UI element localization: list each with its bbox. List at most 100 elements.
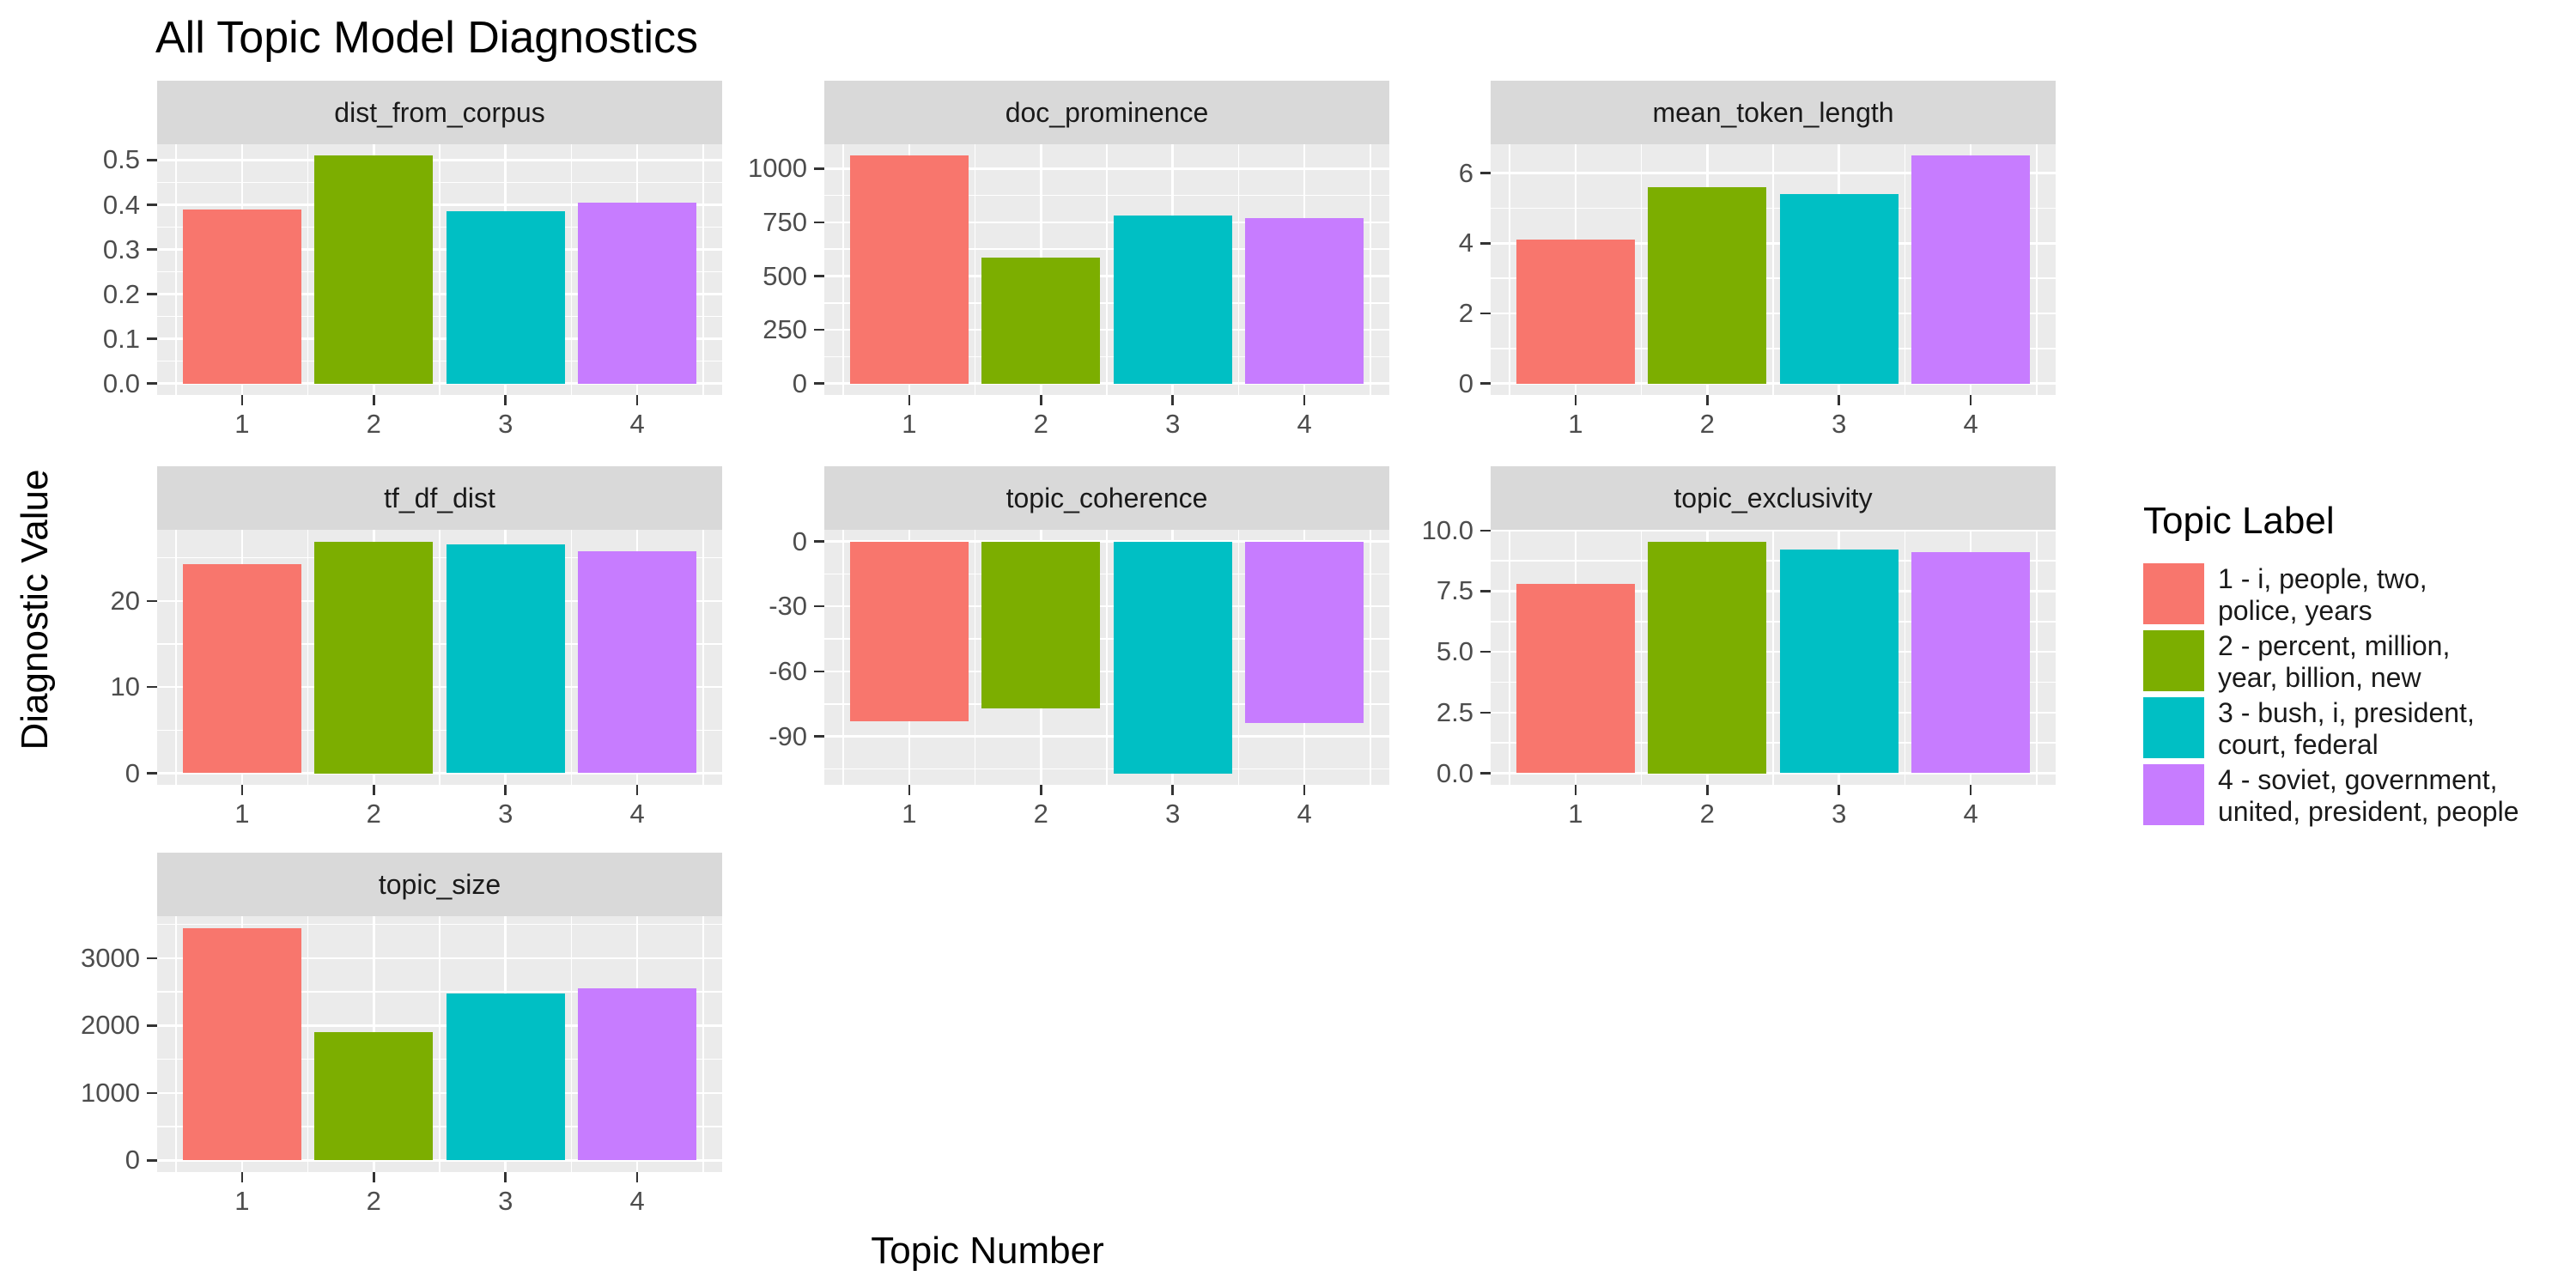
minor-gridline [570, 530, 573, 785]
y-tick-label: 0.5 [102, 144, 140, 175]
major-gridline [157, 204, 722, 206]
x-tick-mark [1838, 785, 1840, 795]
minor-gridline [842, 530, 844, 785]
minor-gridline [439, 916, 440, 1172]
y-tick-label: 0 [792, 526, 807, 556]
y-tick-mark [1480, 172, 1491, 174]
bar-topic-3 [1779, 550, 1899, 774]
y-tick-label: 0 [792, 368, 807, 398]
x-tick-label: 2 [366, 409, 381, 439]
bar-topic-4 [1911, 552, 2031, 774]
y-tick-label: 0.0 [102, 368, 140, 398]
y-tick-label: 250 [762, 314, 807, 345]
y-tick-label: 0.0 [1436, 757, 1473, 788]
y-tick-label: 2000 [81, 1010, 140, 1041]
legend: Topic Label 1 - i, people, two, police, y… [2143, 500, 2518, 831]
minor-gridline [1904, 144, 1906, 395]
bar-topic-2 [1648, 187, 1767, 384]
x-tick-label: 1 [1568, 409, 1583, 439]
bar-topic-1 [182, 209, 301, 384]
minor-gridline [1106, 530, 1108, 785]
major-gridline [1491, 382, 2056, 385]
y-tick-label: 7.5 [1436, 575, 1473, 606]
bar-topic-2 [981, 541, 1101, 708]
y-tick-label: 4 [1458, 228, 1473, 258]
facet-title: tf_df_dist [384, 482, 495, 513]
bar-topic-3 [446, 993, 565, 1161]
y-tick-label: 1000 [81, 1077, 140, 1108]
bar-topic-2 [981, 258, 1101, 384]
x-tick-mark [240, 1172, 244, 1182]
minor-gridline [439, 530, 440, 785]
major-gridline [1491, 242, 2056, 245]
major-gridline [1491, 530, 2056, 532]
bar-topic-4 [578, 202, 697, 384]
minor-gridline [842, 144, 844, 395]
x-tick-mark [1969, 785, 1972, 795]
x-tick-label: 2 [1699, 409, 1715, 439]
legend-label-line: police, years [2218, 595, 2372, 626]
y-tick-mark [814, 670, 824, 673]
bar-topic-3 [1779, 194, 1899, 384]
minor-gridline [1106, 144, 1108, 395]
minor-gridline [1237, 530, 1240, 785]
legend-label-line: court, federal [2218, 729, 2379, 760]
plot-title: All Topic Model Diagnostics [155, 13, 698, 63]
x-tick-mark [1171, 785, 1174, 795]
x-tick-label: 2 [366, 1186, 381, 1216]
legend-label-line: 3 - bush, i, president, [2218, 697, 2475, 728]
major-gridline [157, 1024, 722, 1027]
major-gridline [824, 382, 1389, 385]
facet-panel-dist_from_corpus [157, 144, 722, 395]
x-tick-mark [1303, 785, 1306, 795]
y-tick-mark [814, 540, 824, 543]
legend-label: 1 - i, people, two, police, years [2218, 563, 2427, 627]
minor-gridline [702, 144, 704, 395]
x-tick-mark [373, 785, 375, 795]
y-tick-label: 0.1 [102, 323, 140, 354]
bar-topic-3 [1113, 541, 1232, 774]
major-gridline [824, 167, 1389, 170]
x-tick-label: 3 [1165, 409, 1181, 439]
x-tick-label: 1 [234, 799, 250, 829]
legend-swatch-topic-3 [2143, 697, 2204, 758]
bar-topic-4 [1245, 541, 1364, 724]
major-gridline [1491, 650, 2056, 653]
y-tick-mark [147, 1159, 157, 1162]
x-tick-label: 2 [1699, 799, 1715, 829]
x-tick-mark [1969, 395, 1972, 405]
major-gridline [157, 957, 722, 960]
bar-topic-1 [849, 541, 969, 721]
y-tick-label: -90 [769, 720, 807, 751]
x-tick-mark [1574, 395, 1577, 405]
x-tick-label: 3 [1165, 799, 1181, 829]
y-tick-mark [147, 1091, 157, 1095]
minor-gridline [974, 530, 976, 785]
major-gridline [157, 685, 722, 689]
y-tick-mark [814, 328, 824, 331]
y-tick-label: 0.4 [102, 189, 140, 220]
minor-gridline [2036, 144, 2038, 395]
x-tick-label: 4 [1963, 799, 1978, 829]
y-tick-label: 2 [1458, 298, 1473, 329]
minor-gridline [570, 916, 573, 1172]
major-gridline [157, 248, 722, 251]
x-tick-mark [1706, 785, 1709, 795]
x-tick-mark [635, 1172, 639, 1182]
x-tick-mark [1574, 785, 1577, 795]
y-tick-label: 6 [1458, 157, 1473, 188]
y-tick-label: 20 [110, 585, 140, 616]
x-tick-mark [1706, 395, 1709, 405]
facet-strip-doc_prominence: doc_prominence [824, 81, 1389, 144]
y-tick-label: -30 [769, 591, 807, 622]
minor-gridline [2036, 530, 2038, 785]
major-gridline [157, 293, 722, 295]
y-tick-mark [1480, 772, 1491, 775]
facet-panel-topic_size [157, 916, 722, 1172]
minor-gridline [702, 916, 704, 1172]
x-tick-label: 4 [629, 799, 645, 829]
major-gridline [1491, 590, 2056, 592]
bar-topic-3 [1113, 216, 1232, 384]
y-tick-mark [1480, 711, 1491, 714]
